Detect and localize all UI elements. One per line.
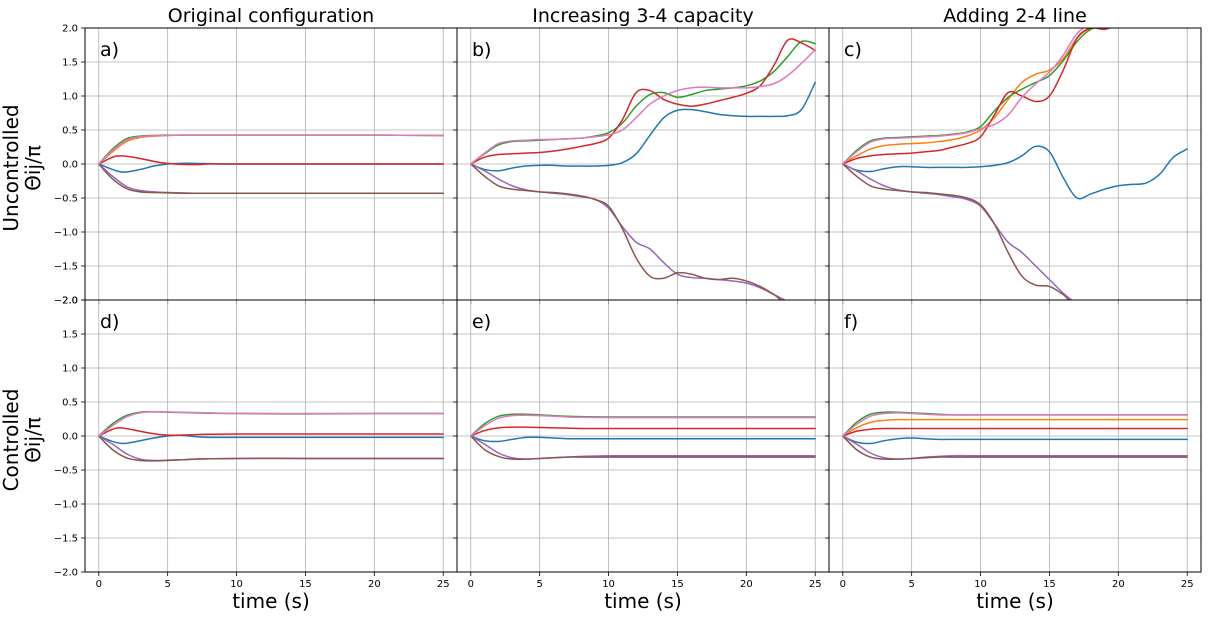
row-label-controlled-text: Controlled — [0, 389, 23, 492]
series-group — [842, 28, 1188, 300]
x-axis-label-col2: time (s) — [604, 589, 682, 613]
column-title-original: Original configuration — [168, 5, 374, 27]
series-line-4 — [470, 163, 786, 300]
y-tick-label: 1.5 — [62, 58, 78, 69]
series-line-5 — [842, 163, 1073, 300]
series-group — [98, 134, 444, 195]
panel-f: 0 5 10 15 20 25 f) — [825, 299, 1202, 590]
y-tick-label: 0.0 — [62, 160, 78, 171]
x-axis-label-col3: time (s) — [976, 589, 1054, 613]
panels: −2.0 −1.5 −1.0 −0.5 0.0 0.5 1.0 1.5 2.0 a) b) c) 0 5 1… — [54, 24, 1202, 590]
series-line-6 — [470, 49, 816, 165]
y-tick-label: −1.0 — [54, 228, 78, 239]
x-tick-label: 20 — [740, 579, 753, 590]
x-tick-label: 20 — [368, 579, 381, 590]
panel-label: c) — [844, 39, 862, 61]
series-group — [842, 411, 1188, 461]
panel-c: c) — [825, 27, 1202, 304]
x-tick-label: 20 — [1112, 579, 1125, 590]
y-tick-label: 0.5 — [62, 126, 78, 137]
x-tick-label: 15 — [671, 579, 684, 590]
x-tick-label: 15 — [299, 579, 312, 590]
panel-d: 0 5 10 15 20 25 −2.0 −1.5 −1.0 −0.5 0.0 0.5 1.0 1.5 2.… — [54, 296, 458, 590]
panel-e: 0 5 10 15 20 25 e) — [453, 299, 830, 590]
series-line-3 — [98, 427, 444, 437]
row-label-uncontrolled: Uncontrolled Θij/π — [0, 104, 45, 231]
y-tick-label: −1.5 — [54, 534, 78, 545]
series-group — [470, 38, 816, 300]
panel-label: b) — [472, 39, 491, 61]
row-label-controlled: Controlled Θij/π — [0, 389, 45, 492]
row-label-uncontrolled-text: Uncontrolled — [0, 104, 23, 231]
series-line-6 — [98, 411, 444, 437]
x-tick-label: 0 — [96, 579, 102, 590]
x-tick-label: 0 — [468, 579, 474, 590]
series-line-1 — [842, 145, 1188, 200]
x-tick-label: 5 — [908, 579, 914, 590]
y-tick-label: 2.0 — [62, 296, 78, 307]
series-line-6 — [842, 163, 1070, 300]
panel-a: −2.0 −1.5 −1.0 −0.5 0.0 0.5 1.0 1.5 2.0 a) — [54, 24, 458, 307]
y-tick-label: 1.0 — [62, 364, 78, 375]
row-ylabel-controlled: Θij/π — [21, 417, 45, 463]
series-line-5 — [470, 435, 816, 461]
series-line-6 — [842, 435, 1188, 461]
x-tick-label: 15 — [1043, 579, 1056, 590]
series-line-1 — [470, 81, 816, 172]
y-tick-label: −1.5 — [54, 262, 78, 273]
y-tick-label: −1.0 — [54, 500, 78, 511]
y-tick-label: 2.0 — [62, 24, 78, 35]
x-tick-label: 10 — [974, 579, 987, 590]
series-group — [98, 411, 444, 462]
x-tick-label: 25 — [1181, 579, 1194, 590]
series-line-4 — [842, 28, 1112, 165]
y-tick-label: 1.0 — [62, 92, 78, 103]
series-line-6 — [470, 414, 816, 437]
y-tick-label: −0.5 — [54, 194, 78, 205]
panel-label: a) — [100, 39, 119, 61]
panel-label: d) — [100, 311, 119, 333]
x-tick-label: 10 — [602, 579, 615, 590]
y-tick-label: −0.5 — [54, 466, 78, 477]
series-line-4 — [98, 155, 444, 166]
series-line-7 — [842, 412, 1188, 437]
series-line-4 — [842, 427, 1188, 437]
y-tick-label: 0.0 — [62, 432, 78, 443]
column-title-increasing-capacity: Increasing 3-4 capacity — [532, 5, 753, 27]
x-tick-label: 10 — [230, 579, 243, 590]
series-line-6 — [98, 163, 444, 195]
panel-label: f) — [844, 311, 858, 333]
series-line-5 — [98, 435, 444, 462]
series-group — [470, 413, 816, 461]
x-tick-label: 5 — [164, 579, 170, 590]
series-line-7 — [842, 28, 1085, 165]
x-tick-label: 25 — [809, 579, 822, 590]
series-line-1 — [470, 435, 816, 443]
x-tick-label: 0 — [840, 579, 846, 590]
y-tick-label: 0.5 — [62, 398, 78, 409]
series-line-7 — [98, 134, 444, 165]
series-line-2 — [842, 28, 1094, 165]
row-ylabel-uncontrolled: Θij/π — [21, 145, 45, 191]
y-tick-label: −2.0 — [54, 296, 78, 307]
x-tick-label: 5 — [536, 579, 542, 590]
x-tick-label: 25 — [437, 579, 450, 590]
series-line-2 — [842, 418, 1188, 437]
column-title-adding-line: Adding 2-4 line — [943, 5, 1087, 27]
x-axis-label-col1: time (s) — [232, 589, 310, 613]
series-line-3 — [470, 426, 816, 437]
series-line-5 — [470, 163, 782, 300]
series-line-1 — [842, 435, 1188, 445]
panel-label: e) — [472, 311, 491, 333]
y-tick-label: −2.0 — [54, 568, 78, 579]
y-tick-label: 1.5 — [62, 330, 78, 341]
